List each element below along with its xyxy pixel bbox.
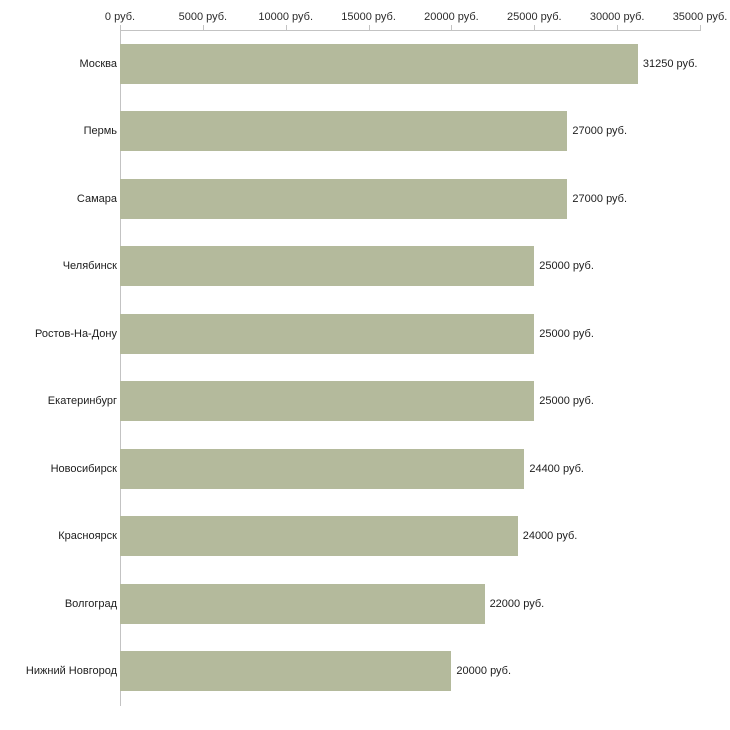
value-label: 31250 руб.	[642, 57, 698, 70]
x-axis-tick-label: 30000 руб.	[589, 11, 645, 23]
bar-area: 27000 руб.	[120, 111, 730, 152]
bar-area: 31250 руб.	[120, 43, 730, 84]
x-axis-tick-label: 10000 руб.	[258, 11, 314, 23]
bar-area: 27000 руб.	[120, 178, 730, 219]
bar-area: 24400 руб.	[120, 448, 730, 489]
x-axis-line	[120, 30, 701, 31]
value-label: 27000 руб.	[572, 125, 628, 138]
category-label: Екатеринбург	[47, 395, 117, 408]
x-axis-tick-label: 20000 руб.	[424, 11, 479, 23]
x-axis-tick-mark	[202, 25, 204, 31]
chart-row: Челябинск 25000 руб.	[0, 233, 730, 301]
category-label: Пермь	[83, 125, 117, 138]
category-label: Челябинск	[62, 260, 117, 273]
bar	[120, 516, 518, 557]
value-label: 24000 руб.	[522, 530, 578, 543]
chart-row: Ростов-На-Дону 25000 руб.	[0, 300, 730, 368]
x-axis-tick-mark	[617, 25, 619, 31]
category-label: Нижний Новгород	[25, 665, 117, 678]
category-label: Самара	[76, 192, 117, 205]
category-label: Волгоград	[64, 597, 117, 610]
bar	[120, 178, 568, 219]
x-axis-tick-mark	[368, 25, 370, 31]
x-axis-tick-mark	[285, 25, 287, 31]
bar	[120, 43, 638, 84]
category-label: Ростов-На-Дону	[34, 327, 117, 340]
chart-row: Новосибирск 24400 руб.	[0, 435, 730, 503]
bar	[120, 313, 535, 354]
x-axis-tick-label: 0 руб.	[104, 11, 136, 23]
category-label: Новосибирск	[50, 462, 117, 475]
x-axis-tick-label: 25000 руб.	[506, 11, 562, 23]
bar-area: 20000 руб.	[120, 651, 730, 692]
bar	[120, 246, 535, 287]
x-axis-tick-label: 15000 руб.	[341, 11, 396, 23]
value-label: 22000 руб.	[489, 597, 545, 610]
x-axis-tick-label: 5000 руб.	[178, 11, 228, 23]
value-label: 25000 руб.	[539, 327, 594, 340]
category-label: Красноярск	[58, 530, 117, 543]
value-label: 27000 руб.	[572, 192, 628, 205]
bar	[120, 111, 568, 152]
bar-area: 25000 руб.	[120, 381, 730, 422]
x-axis-tick-mark	[451, 25, 453, 31]
bar	[120, 381, 535, 422]
x-axis-tick-mark	[534, 25, 536, 31]
x-axis-tick-mark	[700, 25, 701, 31]
value-label: 25000 руб.	[539, 395, 594, 408]
bar	[120, 651, 452, 692]
bar-area: 22000 руб.	[120, 583, 730, 624]
bar-area: 25000 руб.	[120, 246, 730, 287]
chart-row: Нижний Новгород 20000 руб.	[0, 638, 730, 706]
chart-row: Екатеринбург 25000 руб.	[0, 368, 730, 436]
value-label: 24400 руб.	[529, 462, 584, 475]
chart-row: Пермь 27000 руб.	[0, 98, 730, 166]
chart-rows: Москва 31250 руб. Пермь 27000 руб. Самара 270…	[0, 30, 730, 705]
chart-row: Волгоград 22000 руб.	[0, 570, 730, 638]
x-axis-tick-label: 35000 руб.	[672, 11, 728, 23]
bar	[120, 583, 485, 624]
bar	[120, 448, 525, 489]
bar-area: 24000 руб.	[120, 516, 730, 557]
chart-row: Красноярск 24000 руб.	[0, 503, 730, 571]
x-axis-tick-mark	[120, 25, 121, 31]
chart-row: Самара 27000 руб.	[0, 165, 730, 233]
value-label: 25000 руб.	[539, 260, 594, 273]
bar-area: 25000 руб.	[120, 313, 730, 354]
y-axis-line	[120, 30, 121, 706]
value-label: 20000 руб.	[456, 665, 512, 678]
chart-row: Москва 31250 руб.	[0, 30, 730, 98]
category-label: Москва	[79, 57, 117, 70]
